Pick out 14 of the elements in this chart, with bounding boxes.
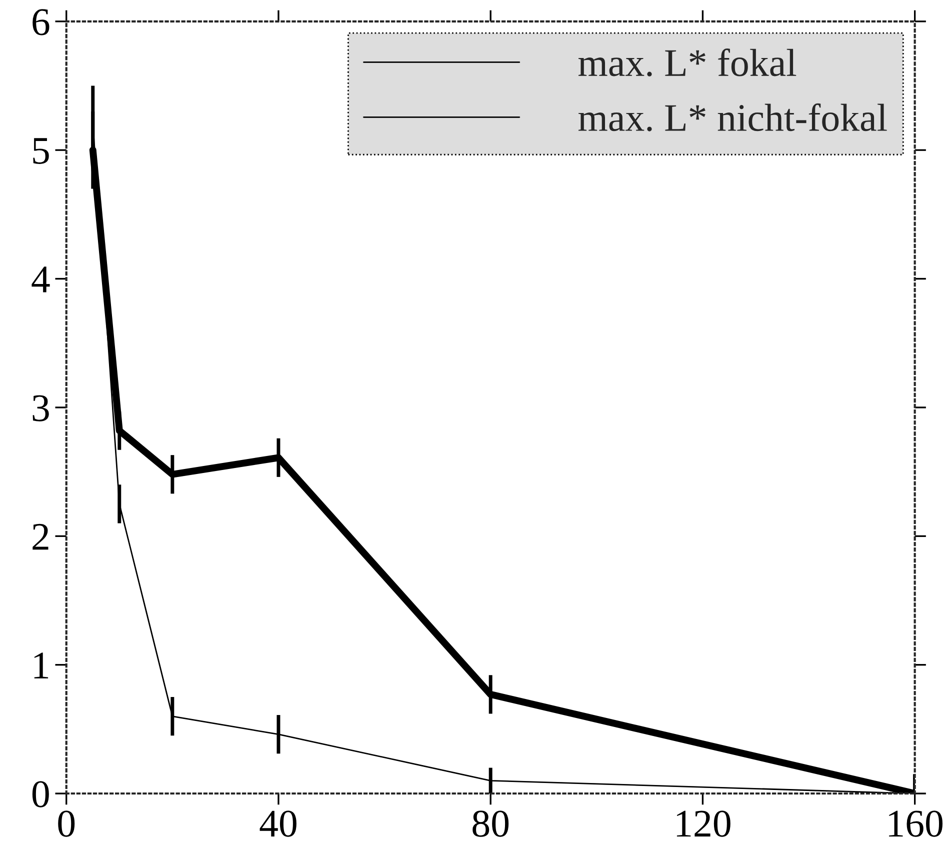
- legend-label: max. L* fokal: [578, 48, 796, 76]
- x-tick-label: 40: [260, 810, 296, 837]
- y-tick-label: 0: [32, 781, 49, 808]
- y-tick-label: 5: [33, 138, 49, 164]
- x-tick-label: 120: [676, 810, 730, 837]
- y-tick-label: 1: [34, 652, 48, 678]
- y-tick-label: 4: [32, 266, 50, 292]
- y-tick-label: 3: [32, 395, 49, 422]
- legend-label: max. L* nicht-fokal: [578, 103, 887, 132]
- y-tick-label: 6: [32, 9, 50, 36]
- y-tick-label: 2: [32, 524, 48, 550]
- x-tick-label: 160: [889, 810, 943, 837]
- x-tick-label: 0: [58, 810, 75, 837]
- x-tick-label: 80: [472, 810, 509, 837]
